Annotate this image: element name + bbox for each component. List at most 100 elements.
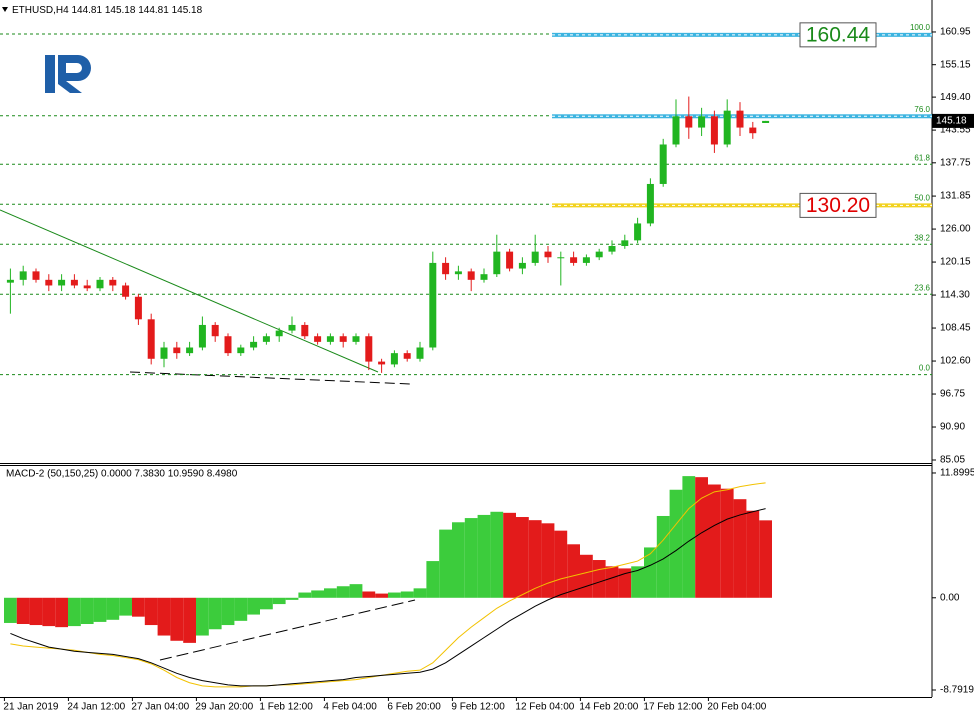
price-level [552,203,932,208]
y-tick-label: 131.85 [940,191,971,202]
fib-label: 50.0 [914,193,930,202]
candle-body [506,251,514,269]
histogram-bar [260,597,273,610]
x-tick-label: 29 Jan 20:00 [195,702,253,713]
histogram-bar [157,597,171,636]
candle-body [160,347,168,359]
histogram-bar [490,511,504,598]
header-icon [2,7,8,12]
candle-body [237,347,245,354]
candle-body [109,279,117,286]
histogram-bar [720,488,734,598]
histogram-bar [452,522,465,598]
candle-body [211,324,219,337]
price-level [552,32,932,37]
candle-body [19,271,27,280]
histogram-bar [298,592,312,598]
histogram-bar [106,597,120,620]
candle-body [134,296,142,320]
open: 144.81 [71,5,102,16]
histogram-bar [618,568,632,598]
candle-body [544,251,552,258]
histogram-bar [656,515,670,598]
x-tick-label: 4 Feb 04:00 [323,702,377,713]
price-level-box [799,22,877,48]
y-tick-label: 114.30 [940,290,970,301]
fib-label: 61.8 [914,153,930,162]
x-tick-label: 14 Feb 20:00 [579,702,638,713]
candle-body [301,324,309,337]
histogram-bar [208,597,222,630]
y-tick-label: 96.75 [940,389,965,400]
candle-body [672,116,680,145]
candle-body [275,330,283,337]
candle-body [403,353,411,359]
candle-body [173,347,181,354]
candle-body [58,279,66,286]
candle-body [96,279,104,289]
histogram-bar [580,554,593,598]
histogram-bar [426,561,440,598]
candle-body [250,341,258,348]
trend-line [159,599,416,661]
histogram-bar [516,517,529,598]
histogram-bar [759,520,772,598]
histogram-bar [503,512,516,598]
candle-body [659,144,667,184]
candle-body [45,279,53,286]
candle-body [288,324,296,331]
y-tick-label: 143.55 [940,125,971,136]
candle-body [621,240,629,246]
fib-label: 76.0 [914,105,930,114]
y-tick-label: -8.7919 [940,685,974,696]
histogram-bar [695,477,708,598]
histogram-bar [221,597,235,626]
y-tick-label: 126.00 [940,224,971,235]
candle-body [723,110,731,145]
histogram-bar [324,588,337,598]
candle-body [314,336,322,342]
chart-header: ETHUSD,H4 144.81 145.18 144.81 145.18 [12,5,203,16]
price-level-label: 130.20 [806,194,870,217]
histogram-bar [4,597,17,623]
y-tick-label: 120.15 [940,257,971,268]
candle-body [339,336,347,342]
histogram-bar [528,520,542,598]
fib-label: 23.6 [914,283,930,292]
histogram-bar [68,597,81,627]
histogram-bar [413,588,427,598]
x-tick-label: 17 Feb 12:00 [643,702,702,713]
histogram-bar [196,597,209,636]
candle-body [608,245,616,252]
candle-body [390,353,398,365]
candle-body [352,336,360,342]
histogram-bar [349,584,363,598]
y-tick-label: 108.45 [940,323,971,334]
candle-body [698,116,706,128]
candle-body [224,336,232,354]
candle-body [762,120,770,123]
histogram-bar [464,518,478,598]
symbol: ETHUSD,H4 [12,5,69,16]
histogram-bar [682,476,696,598]
indicator-line [10,482,766,688]
y-tick-label: 90.90 [940,422,965,433]
candle-body [122,285,130,297]
histogram-bar [605,566,619,598]
low: 144.81 [138,5,169,16]
indicator-title: MACD-2 (50,150,25) 0.0000 7.3830 10.9590… [6,469,238,480]
histogram-bar [247,597,260,615]
histogram-bar [132,597,145,617]
candle-body [685,116,693,128]
candle-body [442,262,450,275]
candle-body [582,257,590,263]
histogram-bar [631,566,644,598]
current-price-box [932,113,974,128]
histogram-bar [708,484,721,598]
histogram-bar [541,523,555,598]
fib-label: 100.0 [910,23,931,32]
candle-body [32,271,40,280]
trend-line [129,371,411,385]
x-tick-label: 1 Feb 12:00 [259,702,313,713]
